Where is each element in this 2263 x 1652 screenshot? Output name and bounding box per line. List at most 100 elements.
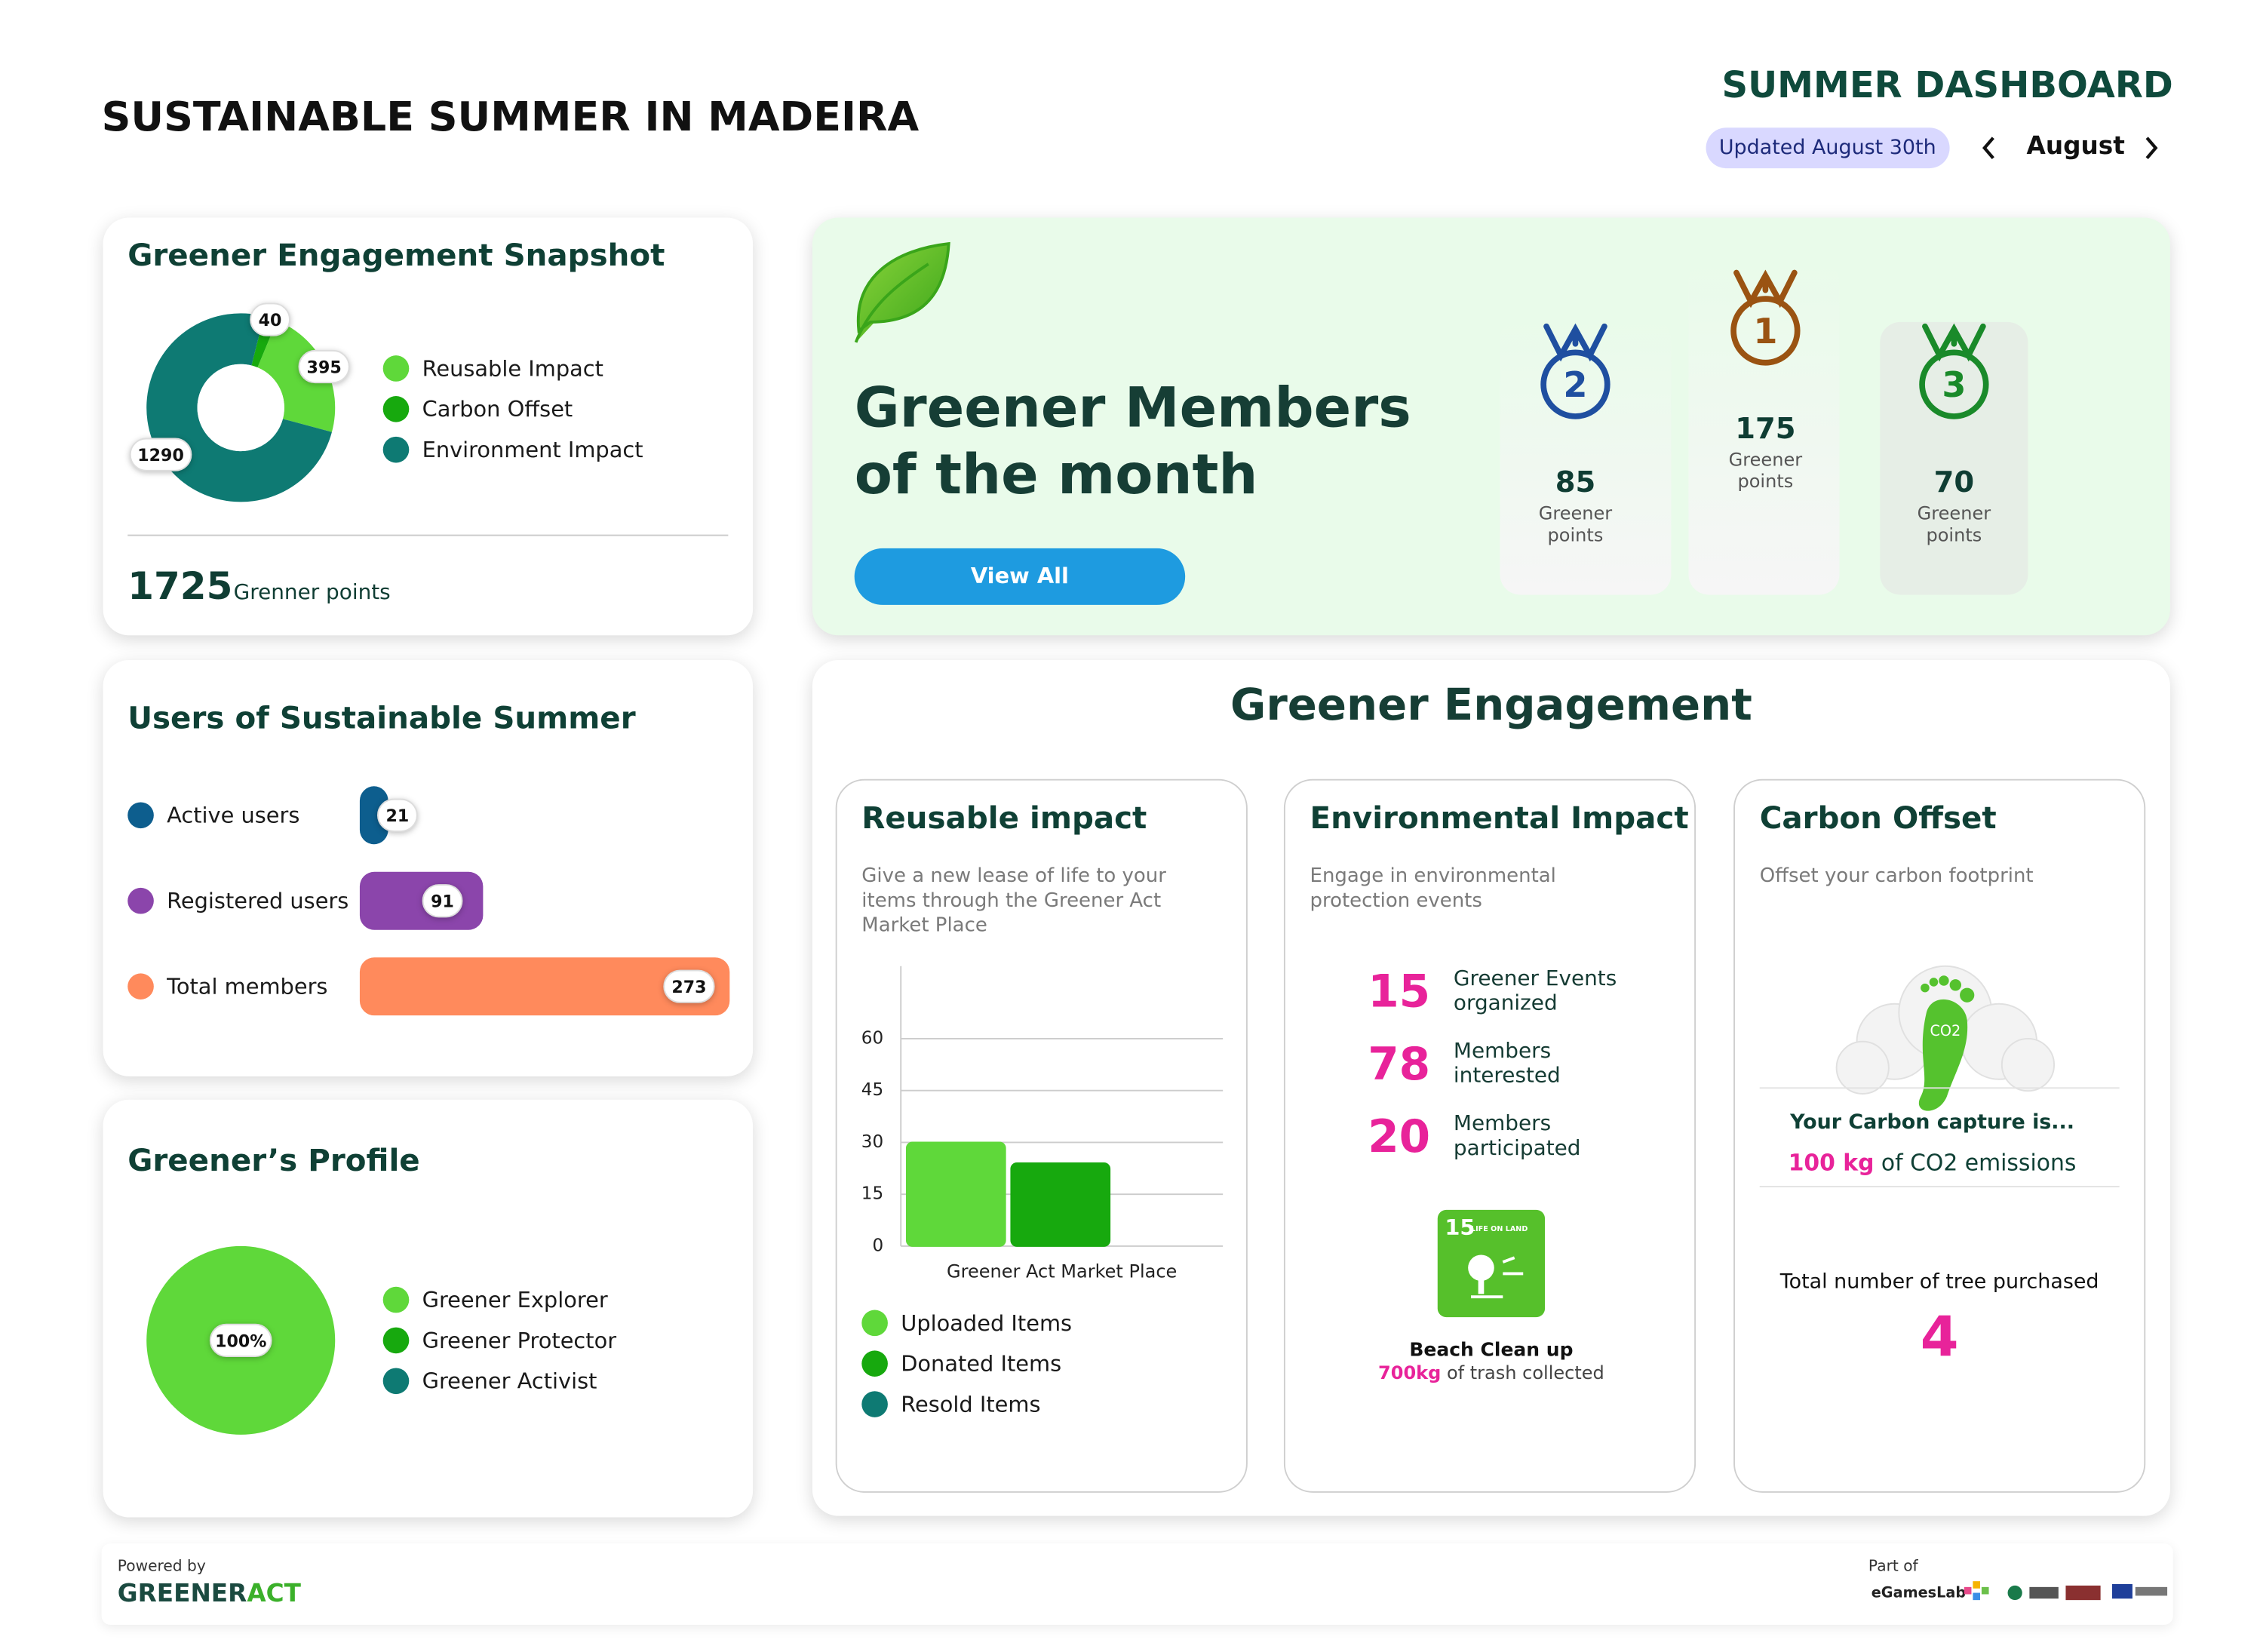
brand-part: GREENER (117, 1580, 247, 1609)
month-label: August (2026, 132, 2125, 161)
legend-swatch (861, 1391, 888, 1417)
tree-icon (1468, 1254, 1494, 1282)
member-points: 85 Greener points (1503, 464, 1647, 545)
legend-label: Environment Impact (422, 437, 643, 462)
carbon-art: CO2 Your Carbon capture is... 100 kg of … (1759, 965, 2120, 1369)
medal-ribbon (1733, 269, 1798, 309)
member-points: 175 Greener points (1693, 410, 1838, 492)
bar (359, 871, 484, 930)
event-name: Beach Clean up (1409, 1338, 1573, 1360)
arrow-left[interactable] (1982, 137, 1994, 159)
stat-value: 15 (1368, 966, 1431, 1018)
powered-by: Powered by (117, 1558, 206, 1576)
month-prev[interactable] (1979, 134, 1994, 159)
total-label: Grenner points (233, 582, 391, 605)
legend-swatch (382, 396, 410, 422)
points-label: Greener points (1538, 502, 1613, 546)
stat-label: Greener Events organized (1453, 967, 1617, 1016)
card-subtitle: Offset your carbon footprint (1759, 864, 2034, 888)
y-tick-label: 15 (861, 1184, 883, 1204)
medal (1919, 349, 1989, 419)
capture-label: Your Carbon capture is... (1789, 1110, 2074, 1134)
medal-rank: 1 (1753, 311, 1777, 352)
capture-text: of CO2 emissions (1881, 1150, 2076, 1176)
legend-label: Greener Protector (422, 1328, 617, 1353)
event-text: of trash collected (1447, 1362, 1604, 1383)
legend-swatch (382, 1286, 410, 1313)
medals-svg: 2 1 3 (1540, 269, 1989, 419)
stat-label: Members participated (1453, 1113, 1581, 1161)
x-tick-label: Greener Act Market Place (947, 1261, 1177, 1282)
card-title: Users of Sustainable Summer (127, 700, 636, 736)
medal-ribbon (1922, 323, 1986, 362)
members-title: Greener Members of the month (855, 374, 1411, 508)
member-points: 70 Greener points (1881, 464, 2026, 545)
y-tick-label: 45 (861, 1080, 883, 1100)
medal (1730, 296, 1801, 366)
logo-marks (1964, 1581, 2168, 1601)
updated-badge: Updated August 30th (1706, 127, 1949, 169)
foot-icon (1918, 999, 1968, 1111)
medal-rank: 2 (1563, 364, 1587, 405)
legend-swatch (382, 355, 410, 382)
capture-amount: 100 kg (1789, 1150, 1875, 1176)
podium-column (1880, 321, 2028, 595)
engagement-card: Greener Engagement Reusable impact Give … (812, 660, 2170, 1516)
trees-label: Total number of tree purchased (1779, 1270, 2099, 1294)
legend-swatch (127, 802, 154, 829)
month-next[interactable] (2141, 134, 2158, 159)
legend-label: Donated Items (901, 1351, 1061, 1377)
arrow-right[interactable] (2145, 137, 2158, 159)
trees-value: 4 (1921, 1305, 1959, 1369)
points-label: Greener points (1728, 448, 1803, 492)
card-title: Reusable impact (861, 800, 1147, 836)
y-tick-label: 0 (872, 1236, 883, 1255)
y-tick-label: 30 (861, 1132, 883, 1152)
footer: Powered by GREENERACT Part of eGamesLab (101, 1543, 2173, 1625)
sdg-number: 15 (1445, 1214, 1475, 1240)
stat-label: Members interested (1453, 1039, 1561, 1089)
users-bars: Active users 21 Registered users 91 Total me… (127, 786, 730, 1016)
legend-swatch (127, 973, 154, 999)
value-pill (422, 884, 463, 918)
view-all-button[interactable]: View All (854, 548, 1186, 605)
value-pill (209, 1323, 272, 1358)
title-line: of the month (854, 442, 1258, 507)
sdg-art: 15 LIFE ON LAND Beach Clean up 700kg of … (1378, 1209, 1604, 1383)
value-pill (298, 349, 350, 384)
value-label: 273 (671, 978, 706, 997)
card-subtitle: Give a new lease of life to your items t… (861, 864, 1166, 938)
donut-hole (197, 364, 284, 452)
card-title: Greener’s Profile (127, 1143, 420, 1178)
card-title: Carbon Offset (1759, 800, 1997, 836)
stat-value: 20 (1368, 1111, 1431, 1164)
leaf-icon (854, 241, 950, 343)
part-of: Part of (1868, 1558, 1918, 1576)
partner: eGamesLab (1871, 1585, 1967, 1602)
legend-swatch (382, 1327, 410, 1354)
snapshot-card: Greener Engagement Snapshot 395 40 1290 Reu… (103, 217, 754, 636)
pie-slice (146, 313, 332, 502)
bar-chart: 0 15 30 45 60 Greener Act Market Place Uploade… (861, 966, 1224, 1417)
profile-pie: 100% Greener Explorer Greener Protector Gre… (146, 1245, 617, 1435)
medal-ribbon (1543, 323, 1607, 362)
event-result: 700kg of trash collected (1378, 1362, 1604, 1383)
dashboard-title: SUMMER DASHBOARD (1721, 63, 2173, 106)
value-label: 1290 (137, 446, 184, 465)
medal (1540, 349, 1611, 419)
bar (359, 786, 388, 845)
legend-swatch (382, 1368, 410, 1395)
reusable-card: Reusable impact Give a new lease of life… (835, 778, 1248, 1493)
value-pill (377, 798, 418, 832)
legend-label: Greener Activist (422, 1368, 597, 1394)
card-title: Greener Engagement Snapshot (127, 238, 665, 273)
donut-chart: 395 40 1290 Reusable Impact Carbon Offset Env… (127, 302, 729, 536)
pie-slice (257, 320, 336, 432)
bar-label: Total members (166, 974, 327, 999)
legend-label: Reusable Impact (422, 355, 603, 381)
sdg-lines (1471, 1256, 1524, 1299)
value-label: 91 (431, 892, 454, 912)
value-pill (250, 302, 290, 336)
bar-label: Registered users (167, 888, 349, 914)
